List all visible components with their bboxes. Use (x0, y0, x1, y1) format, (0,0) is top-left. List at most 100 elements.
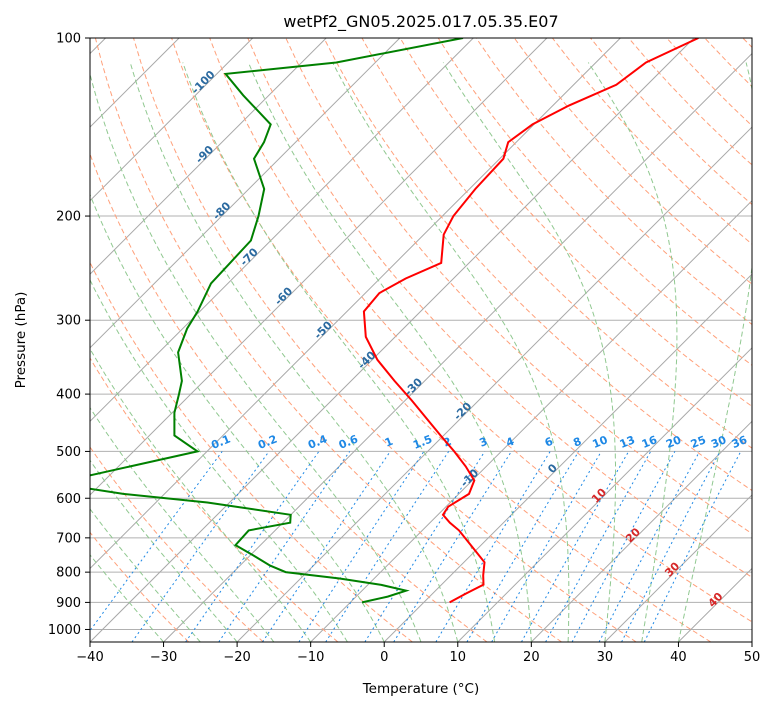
dry-adiabat (90, 531, 190, 642)
mixing-ratio-label: 1 (383, 435, 395, 450)
mixing-ratio-label: 10 (591, 433, 610, 451)
y-tick-label: 100 (56, 32, 81, 47)
dry-adiabat (90, 152, 488, 642)
isotherm-line (678, 567, 752, 642)
dry-adiabat (94, 38, 562, 642)
dry-adiabat (628, 38, 752, 166)
isotherm-line (90, 38, 401, 349)
dry-adiabat (552, 38, 752, 245)
isotherm-label: -100 (189, 68, 218, 97)
mixing-ratio-line (131, 451, 270, 642)
isotherm-label: -40 (355, 348, 378, 371)
isotherm-label: -80 (210, 199, 233, 222)
isotherm-line (90, 38, 254, 202)
mixing-ratio-line (298, 451, 425, 642)
y-tick-label: 200 (56, 210, 81, 225)
x-tick-label: 0 (380, 650, 388, 665)
x-tick-label: −40 (76, 650, 103, 665)
mixing-ratio-line (621, 451, 721, 642)
mixing-ratio-line (643, 451, 742, 642)
dry-adiabat (742, 38, 752, 48)
mixing-ratio-line (393, 451, 512, 642)
dry-adiabat (437, 38, 752, 366)
mixing-ratio-line (90, 451, 223, 632)
moist-adiabat (182, 62, 496, 642)
isotherm-label: 40 (706, 590, 726, 610)
dry-adiabat (704, 38, 752, 88)
mixing-ratio-line (435, 451, 551, 642)
isotherm-line (751, 641, 752, 642)
mixing-ratio-label: 8 (571, 435, 583, 450)
isotherm-label: -90 (193, 143, 216, 166)
mixing-ratio-label: 16 (640, 433, 659, 451)
isotherm-line (604, 494, 752, 642)
moist-adiabat (247, 62, 532, 642)
moist-adiabat (129, 62, 459, 642)
y-tick-label: 1000 (48, 623, 81, 638)
x-tick-label: 40 (670, 650, 687, 665)
dry-adiabat (323, 38, 752, 492)
moist-adiabat (332, 62, 570, 642)
isotherm-label: -10 (458, 466, 481, 489)
mixing-ratio-line (364, 451, 486, 642)
isotherm-line (310, 199, 752, 642)
moist-adiabat (587, 62, 678, 642)
isotherm-line (90, 38, 327, 275)
profile-traces (90, 38, 699, 604)
dry-adiabat (133, 38, 637, 642)
mixing-ratio-label: 13 (618, 433, 637, 451)
isotherm-line (383, 273, 752, 642)
mixing-ratio-label: 0.1 (209, 432, 232, 451)
x-tick-label: 30 (597, 650, 614, 665)
temperature-trace (362, 38, 699, 604)
mixing-ratio-label: 3 (478, 435, 490, 450)
isotherm-label: -70 (238, 245, 261, 268)
dewpoint-trace (90, 38, 464, 604)
y-tick-label: 700 (56, 531, 81, 546)
mixing-ratio-label: 20 (664, 433, 683, 451)
x-tick-label: −20 (223, 650, 250, 665)
mixing-ratio-line (521, 451, 630, 642)
y-tick-label: 600 (56, 492, 81, 507)
y-tick-label: 900 (56, 596, 81, 611)
axis-ticks: −40 −30 −20 −10 0 10 20 30 40 50 100 200 300 400 500 60… (48, 32, 760, 666)
moist-adiabat (677, 62, 752, 642)
dry-adiabat (399, 38, 752, 408)
moist-adiabat (90, 508, 201, 642)
mixing-ratio-line (571, 451, 676, 642)
background-grid (90, 38, 752, 642)
isotherm-label: -20 (451, 400, 474, 423)
isotherm-line (163, 52, 752, 642)
moist-adiabat (90, 278, 348, 642)
isotherm-label: -60 (272, 284, 295, 307)
mixing-ratio-line (491, 451, 602, 642)
x-tick-label: −10 (297, 650, 324, 665)
mixing-ratio-line (466, 451, 580, 642)
y-tick-label: 800 (56, 566, 81, 581)
mixing-ratio-label: 0.4 (306, 432, 329, 451)
x-tick-label: 20 (523, 650, 540, 665)
isotherm-line (90, 38, 474, 423)
x-axis-label: Temperature (°C) (362, 681, 480, 697)
mixing-ratio-line (545, 451, 652, 642)
dry-adiabat (590, 38, 752, 206)
mixing-ratio-label: 36 (730, 433, 749, 451)
mixing-ratio-line (325, 451, 450, 642)
dry-adiabat (90, 261, 413, 642)
isotherm-line (530, 420, 752, 642)
chart-title: wetPf2_GN05.2025.017.05.35.E07 (283, 12, 558, 32)
mixing-ratio-label: 25 (689, 433, 708, 451)
y-axis-label: Pressure (hPa) (13, 292, 29, 389)
isotherm-label: 10 (589, 486, 609, 506)
isotherm-label: -50 (312, 318, 335, 341)
dry-adiabat (171, 38, 712, 642)
moist-adiabat (442, 62, 617, 642)
dry-adiabat (90, 446, 264, 642)
x-tick-label: 50 (744, 650, 761, 665)
x-tick-label: −30 (150, 650, 177, 665)
y-tick-label: 400 (56, 388, 81, 403)
isotherm-label: 30 (662, 559, 682, 579)
moist-adiabat (90, 72, 422, 642)
isotherm-line (90, 38, 621, 570)
